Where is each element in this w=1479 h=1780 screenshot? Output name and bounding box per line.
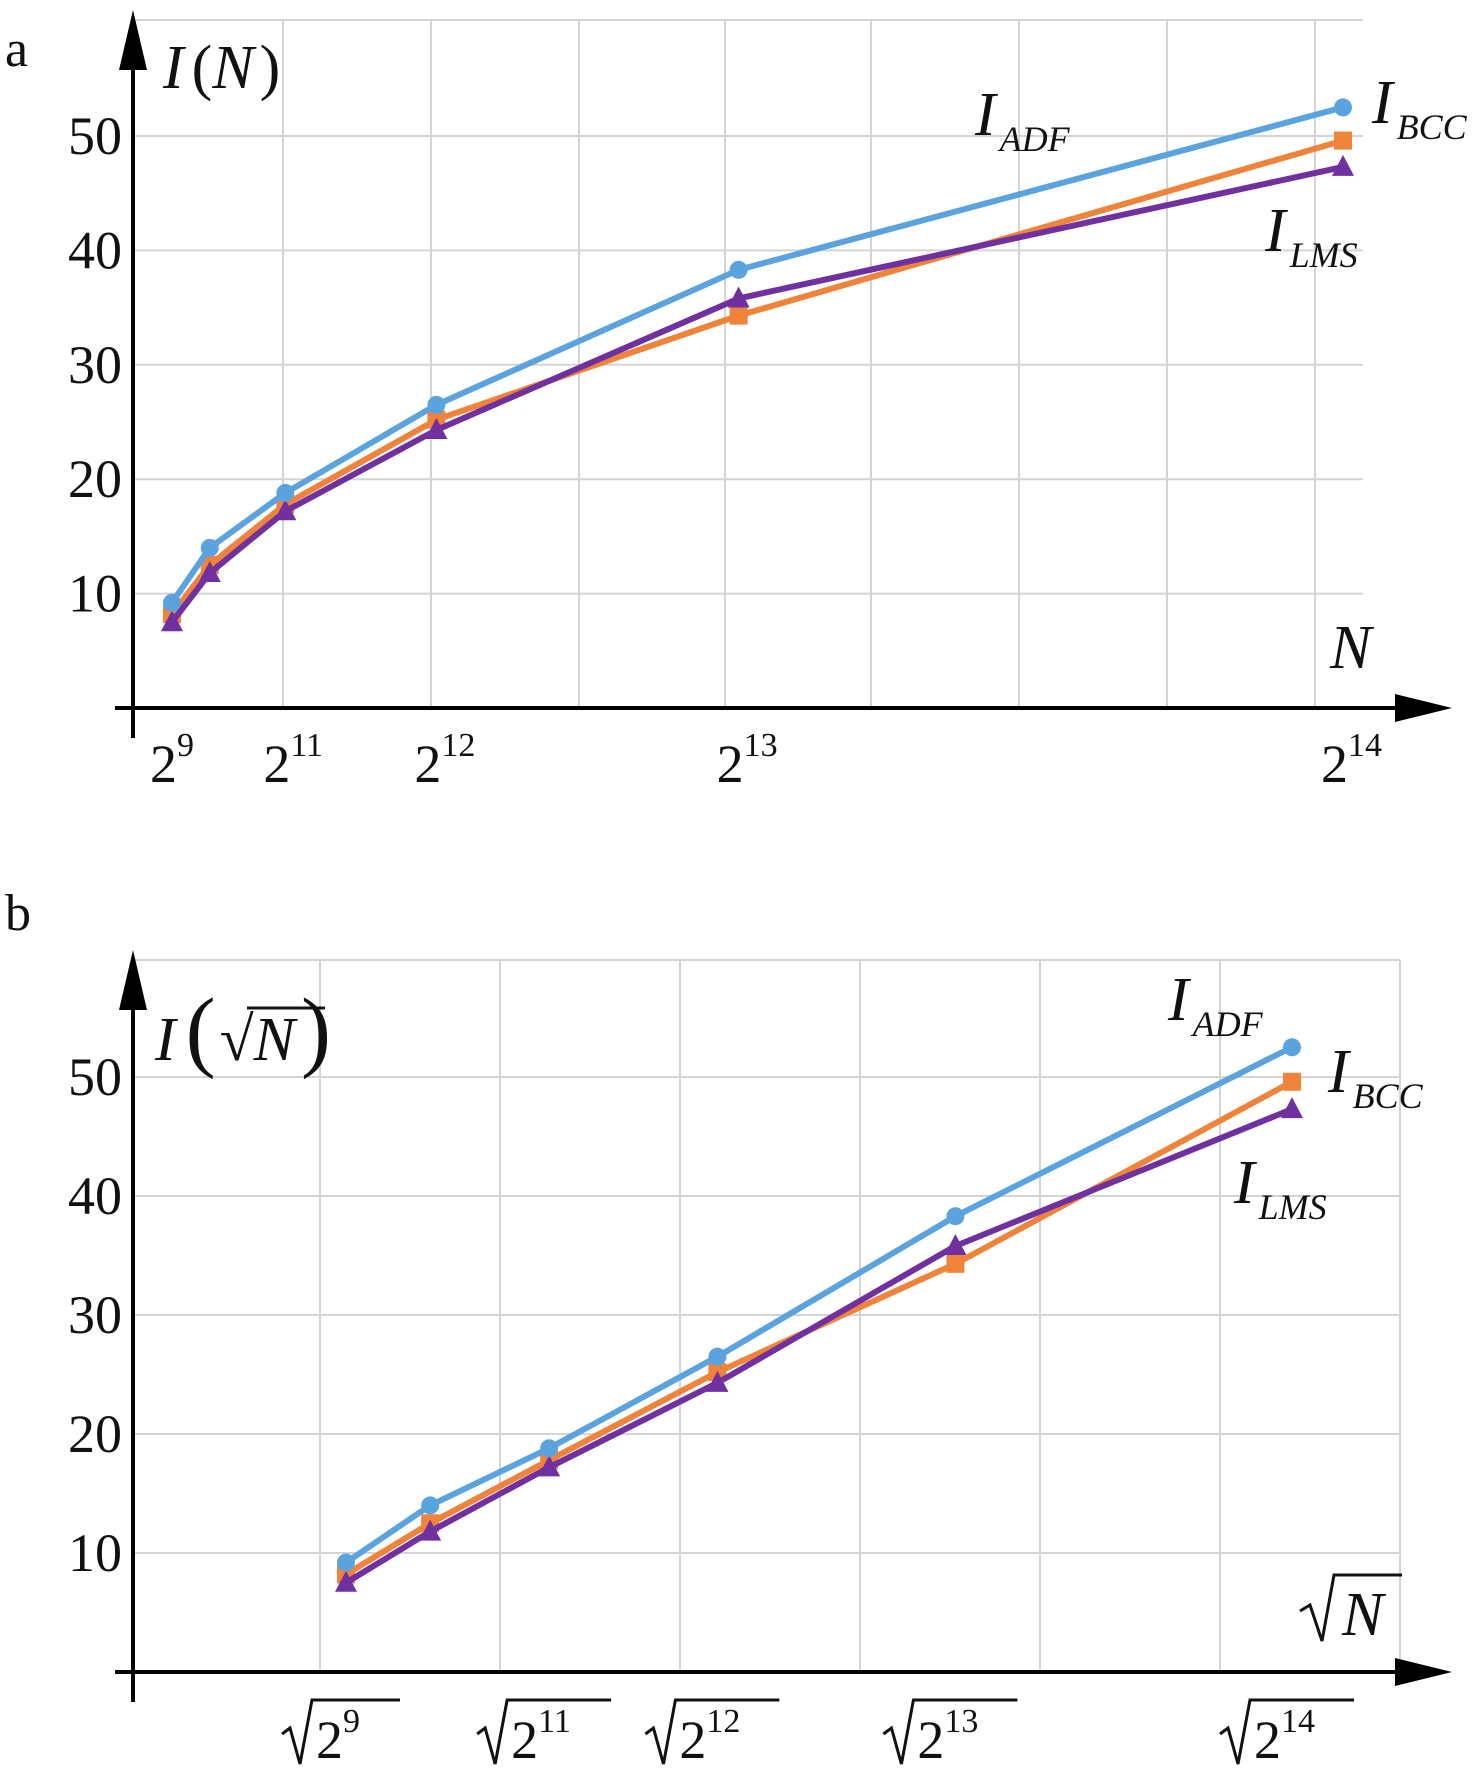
x-tick-text: 212	[414, 727, 475, 794]
x-tick-text: 214	[1321, 727, 1382, 794]
radical-sign	[1219, 1698, 1354, 1765]
x-tick-label: 213	[717, 727, 778, 794]
data-point	[1283, 1038, 1301, 1057]
x-tick-text: 213	[917, 1703, 978, 1770]
series-label: I BCC	[1327, 1038, 1424, 1116]
data-point	[540, 1439, 559, 1458]
y-axis-title: I (√N)	[154, 981, 331, 1080]
x-axis-arrow	[1395, 1658, 1452, 1686]
x-tick-label: 212	[644, 1698, 780, 1770]
series-label: I LMS	[1264, 197, 1358, 275]
series-label: I BCC	[1371, 69, 1468, 147]
series-label: I ADF	[974, 81, 1071, 159]
data-point	[419, 1519, 442, 1541]
x-tick-label: 213	[882, 1698, 1018, 1770]
x-tick-label: 214	[1219, 1698, 1354, 1770]
x-tick-text: 213	[717, 727, 778, 794]
data-point	[335, 1570, 357, 1592]
panel-label: a	[5, 21, 28, 78]
radical-sign	[476, 1698, 612, 1765]
radical-sign	[281, 1698, 400, 1765]
radical-sign	[882, 1698, 1018, 1765]
y-tick-label: 10	[68, 1523, 122, 1583]
x-tick-label: 214	[1321, 727, 1382, 794]
data-point	[729, 260, 748, 279]
radical-sign	[644, 1698, 780, 1765]
data-point	[198, 561, 221, 583]
y-tick-label: 30	[68, 1285, 122, 1345]
data-point	[729, 306, 748, 325]
data-point	[727, 286, 750, 308]
data-point	[163, 593, 181, 612]
x-axis-title: N	[1329, 614, 1375, 682]
x-axis-arrow	[1395, 694, 1452, 722]
series-line	[344, 1106, 1294, 1586]
y-axis-title: I (N)	[162, 34, 280, 102]
x-tick-label: 29	[281, 1698, 400, 1770]
x-tick-label: 211	[263, 727, 323, 794]
y-tick-label: 50	[68, 106, 122, 166]
y-axis-arrow	[119, 950, 147, 1010]
data-point	[425, 418, 448, 440]
x-tick-text: 29	[150, 727, 194, 794]
y-tick-label: 20	[68, 449, 122, 509]
data-point	[944, 1233, 967, 1255]
x-tick-label: 211	[476, 1698, 612, 1770]
data-point	[708, 1347, 727, 1366]
x-axis-title: N	[1341, 1581, 1387, 1649]
data-point	[276, 483, 295, 502]
x-tick-text: 211	[511, 1703, 571, 1770]
radical-sign	[1299, 1573, 1402, 1642]
y-tick-label: 50	[68, 1047, 122, 1107]
data-point	[1332, 154, 1354, 176]
series-label: I ADF	[1167, 966, 1264, 1044]
data-point	[946, 1254, 965, 1273]
y-tick-label: 30	[68, 335, 122, 395]
series-line	[344, 1079, 1294, 1577]
series-label: I LMS	[1233, 1149, 1327, 1227]
y-axis-arrow	[119, 10, 147, 70]
data-point	[427, 395, 446, 414]
data-point	[1283, 1072, 1301, 1091]
y-tick-label: 20	[68, 1404, 122, 1464]
panel-label: b	[5, 885, 31, 942]
data-point	[706, 1370, 729, 1392]
data-point	[538, 1455, 561, 1477]
data-point	[421, 1496, 440, 1515]
x-tick-text: 211	[263, 727, 323, 794]
x-tick-text: 29	[316, 1703, 360, 1770]
data-point	[200, 538, 219, 557]
series-line	[169, 104, 1344, 605]
series-lms	[335, 1097, 1303, 1592]
data-point	[337, 1553, 355, 1572]
series-line	[344, 1044, 1294, 1566]
data-point	[946, 1207, 965, 1226]
y-tick-label: 40	[68, 1166, 122, 1226]
x-tick-text: 214	[1254, 1703, 1315, 1770]
y-tick-label: 40	[68, 220, 122, 280]
data-point	[1334, 131, 1352, 150]
series-lms	[161, 154, 1354, 632]
x-tick-label: 212	[414, 727, 475, 794]
y-tick-label: 10	[68, 564, 122, 624]
x-tick-label: 29	[150, 727, 194, 794]
data-point	[1281, 1097, 1303, 1119]
gridlines	[133, 959, 1401, 1672]
data-point	[274, 499, 297, 521]
gridlines	[132, 19, 1363, 708]
x-tick-text: 212	[679, 1703, 740, 1770]
data-point	[1334, 98, 1352, 117]
data-point	[161, 610, 183, 632]
series-adf	[163, 98, 1352, 612]
series-adf	[337, 1038, 1301, 1572]
